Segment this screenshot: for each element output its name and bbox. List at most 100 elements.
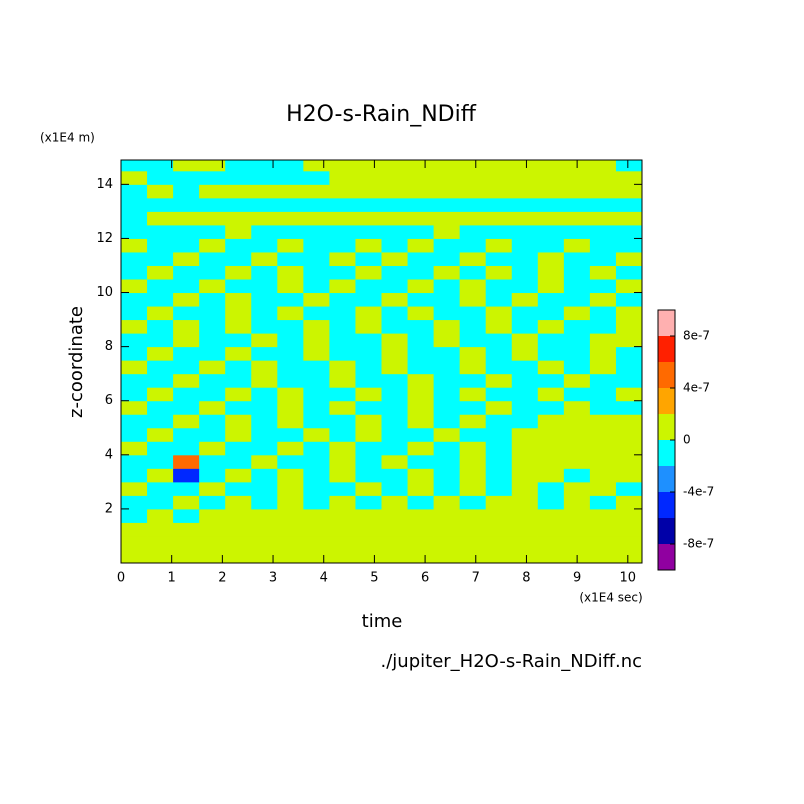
heatmap-cell xyxy=(251,224,278,239)
heatmap-cell xyxy=(563,414,591,429)
heatmap-cell xyxy=(485,319,513,334)
heatmap-cell xyxy=(433,197,461,212)
heatmap-cell xyxy=(615,495,643,510)
heatmap-cell xyxy=(459,170,487,185)
heatmap-cell xyxy=(277,522,304,537)
colorbar-segment xyxy=(658,518,675,544)
plot-frame xyxy=(120,159,643,564)
heatmap-cell xyxy=(173,549,200,564)
heatmap-cell xyxy=(459,427,487,442)
heatmap-cell xyxy=(329,468,356,483)
heatmap-cell xyxy=(147,468,174,483)
heatmap-cell xyxy=(615,306,643,321)
heatmap-cell xyxy=(225,427,252,442)
heatmap-cell xyxy=(433,279,461,294)
heatmap-cell xyxy=(433,441,461,456)
heatmap-cell xyxy=(485,441,513,456)
heatmap-cell xyxy=(563,279,591,294)
heatmap-cell xyxy=(381,197,409,212)
heatmap-cell xyxy=(381,400,409,415)
heatmap-cell xyxy=(329,279,356,294)
heatmap-cell xyxy=(589,373,617,388)
heatmap-cell xyxy=(121,387,148,402)
heatmap-cell xyxy=(251,414,278,429)
heatmap-cell xyxy=(225,197,252,212)
heatmap xyxy=(121,160,643,564)
heatmap-cell xyxy=(407,535,435,550)
colorbar-tick-label: 4e-7 xyxy=(683,381,710,395)
heatmap-cell xyxy=(537,170,565,185)
heatmap-cell xyxy=(589,211,617,226)
heatmap-cell xyxy=(589,427,617,442)
heatmap-cell xyxy=(199,549,226,564)
heatmap-cell xyxy=(563,387,591,402)
heatmap-cell xyxy=(459,279,487,294)
heatmap-cell xyxy=(147,454,174,469)
heatmap-cell xyxy=(589,400,617,415)
heatmap-cell xyxy=(303,265,330,280)
heatmap-cell xyxy=(589,414,617,429)
heatmap-cell xyxy=(615,292,643,307)
heatmap-cell xyxy=(589,170,617,185)
heatmap-cell xyxy=(329,495,356,510)
heatmap-cell xyxy=(199,224,226,239)
heatmap-cell xyxy=(355,387,382,402)
heatmap-cell xyxy=(199,360,226,375)
heatmap-cell xyxy=(537,441,565,456)
heatmap-cell xyxy=(459,468,487,483)
heatmap-cell xyxy=(563,292,591,307)
heatmap-cell xyxy=(121,508,148,523)
heatmap-cell xyxy=(277,184,304,199)
heatmap-cell xyxy=(173,224,200,239)
heatmap-cell xyxy=(407,170,435,185)
heatmap-cell xyxy=(225,481,252,496)
heatmap-cell xyxy=(407,292,435,307)
heatmap-cell xyxy=(615,224,643,239)
heatmap-cell xyxy=(303,279,330,294)
heatmap-cell xyxy=(173,535,200,550)
heatmap-cell xyxy=(277,360,304,375)
heatmap-cell xyxy=(329,251,356,266)
heatmap-cell xyxy=(277,454,304,469)
heatmap-cell xyxy=(225,170,252,185)
heatmap-cell xyxy=(121,306,148,321)
heatmap-cell xyxy=(355,197,382,212)
heatmap-cell xyxy=(147,238,174,253)
heatmap-cell xyxy=(277,306,304,321)
heatmap-cell xyxy=(537,184,565,199)
heatmap-cell xyxy=(381,360,409,375)
heatmap-cell xyxy=(251,170,278,185)
heatmap-cell xyxy=(173,319,200,334)
colorbar-tick-label: -4e-7 xyxy=(683,485,714,499)
heatmap-cell xyxy=(199,508,226,523)
heatmap-cell xyxy=(173,306,200,321)
heatmap-cell xyxy=(199,373,226,388)
heatmap-cell xyxy=(199,333,226,348)
heatmap-cell xyxy=(433,468,461,483)
heatmap-cell xyxy=(121,160,148,172)
heatmap-cell xyxy=(381,481,409,496)
heatmap-cell xyxy=(329,481,356,496)
heatmap-cell xyxy=(381,535,409,550)
heatmap-cell xyxy=(355,224,382,239)
heatmap-cell xyxy=(173,197,200,212)
heatmap-cell xyxy=(355,522,382,537)
heatmap-cell xyxy=(381,238,409,253)
heatmap-cell xyxy=(303,160,330,172)
heatmap-cell xyxy=(407,346,435,361)
heatmap-cell xyxy=(511,387,539,402)
heatmap-cell xyxy=(381,414,409,429)
heatmap-cell xyxy=(459,160,487,172)
heatmap-cell xyxy=(485,373,513,388)
heatmap-cell xyxy=(121,427,148,442)
heatmap-cell xyxy=(485,414,513,429)
heatmap-cell xyxy=(485,197,513,212)
heatmap-cell xyxy=(173,184,200,199)
heatmap-cell xyxy=(485,495,513,510)
heatmap-cell xyxy=(485,170,513,185)
heatmap-cell xyxy=(589,508,617,523)
heatmap-cell xyxy=(225,251,252,266)
heatmap-cell xyxy=(485,400,513,415)
heatmap-cell xyxy=(407,441,435,456)
